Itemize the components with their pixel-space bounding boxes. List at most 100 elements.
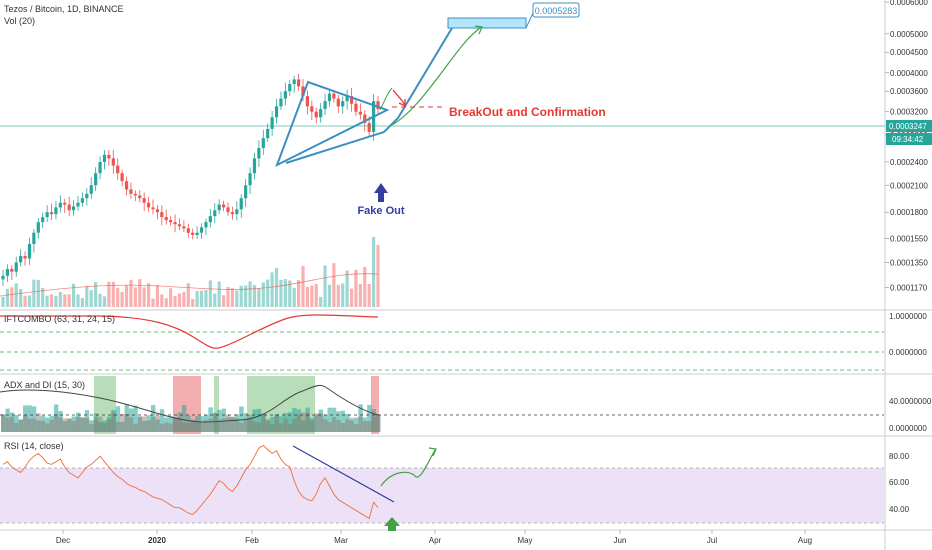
candle-body [345,96,349,102]
adx-di-bar [318,409,324,432]
adx-di-bar [195,422,200,432]
price-tick-label: 0.0005000 [890,30,928,39]
candle-body [239,198,243,210]
volume-bar [296,280,301,307]
adx-di-bar [252,421,257,432]
adx-di-bar [252,409,257,432]
price-axis[interactable]: 0.0006000 0.0005000 0.0004500 0.0004000 0.00… [885,0,928,292]
volume-bar [371,237,376,307]
adx-di-bar [376,414,381,432]
volume-bar [49,294,54,307]
pattern-drawing[interactable] [275,17,459,168]
candle-body [283,91,287,99]
volume-bar [142,287,146,307]
adx-histogram [1,404,381,432]
volume-bar [199,290,204,307]
adx-di-bar [58,417,63,432]
adx-di-bar [212,413,218,432]
volume-bar [235,290,239,307]
target-price-box[interactable] [532,2,580,18]
candle-body [138,195,142,199]
adx-di-bar [9,412,15,432]
fakeout-arrow-icon [374,183,388,202]
candle-body [301,86,305,97]
candle-body [367,123,371,132]
volume-bar [270,272,274,307]
volume-bar [63,294,67,307]
adx-di-bar [230,417,235,432]
adx-di-bar [120,421,125,432]
adx-di-bar [376,413,381,432]
adx-di-bar [23,405,28,432]
ift-line [0,314,379,349]
ift-legend[interactable]: IFTCOMBO (63, 31, 24, 15) [4,314,115,324]
adx-di-bar [159,409,165,432]
volume-bar [129,279,133,307]
adx-di-bar [248,417,253,432]
adx-di-bar [84,418,90,432]
adx-di-bar [353,417,359,432]
adx-di-bar [98,421,103,432]
adx-di-bar [173,418,178,432]
time-tick-label: Apr [429,536,442,545]
adx-line [0,384,379,423]
adx-di-bar [133,405,138,432]
adx-di-bar [208,407,213,432]
adx-di-bar [230,416,235,432]
target-zone[interactable] [447,17,527,29]
adx-legend[interactable]: ADX and DI (15, 30) [4,380,85,390]
volume-bar [195,290,199,307]
volume-bar [27,295,32,307]
candle-body [248,173,252,186]
volume-bar [336,284,340,307]
volume-bar [279,279,283,307]
volume-bar [10,287,14,307]
rsi-legend[interactable]: RSI (14, close) [4,441,64,451]
adx-di-bar [331,417,337,432]
candle-body [41,217,45,223]
adx-di-bar [18,419,24,432]
adx-di-bar [349,417,354,432]
volume-bar [217,281,221,307]
adx-di-bar [261,413,266,432]
volume-bar [54,295,58,307]
volume-bar [358,283,362,307]
candle-body [98,161,102,174]
adx-di-bar [256,408,262,432]
candle-body [49,212,54,215]
volume-bar [288,280,292,307]
candle-body [102,154,107,162]
adx-di-bar [367,421,372,432]
adx-di-bar [71,421,76,432]
volume-bar [14,283,18,307]
adx-di-bar [84,410,90,432]
adx-di-bar [142,420,147,432]
candle-body [160,212,164,218]
candle-body [164,217,168,221]
volume-bar [191,298,195,307]
candle-body [292,79,296,85]
adx-di-bar [14,415,19,432]
adx-di-bar [371,416,376,432]
volume-bar [32,279,36,307]
time-axis[interactable]: Dec 2020 Feb Mar Apr May Jun Jul Aug [56,530,812,545]
volume-bar [146,283,151,307]
adx-di-bar [168,416,174,432]
adx-di-bar [76,412,81,432]
volume-bar [186,283,190,307]
candle-body [213,210,217,217]
adx-di-bar [23,414,28,432]
volume-legend[interactable]: Vol (20) [4,16,35,26]
adx-di-bar [234,414,240,432]
volume-bar [283,278,287,307]
candle-body [155,209,160,213]
price-tick-label: 0.0003200 [890,108,928,117]
adx-di-bar [137,416,143,432]
volume-bar [274,268,279,307]
symbol-title[interactable]: Tezos / Bitcoin, 1D, BINANCE [4,4,124,14]
adx-di-bar [155,419,160,432]
candle-body [63,202,67,205]
candle-body [323,101,327,110]
rsi-band [0,468,884,523]
